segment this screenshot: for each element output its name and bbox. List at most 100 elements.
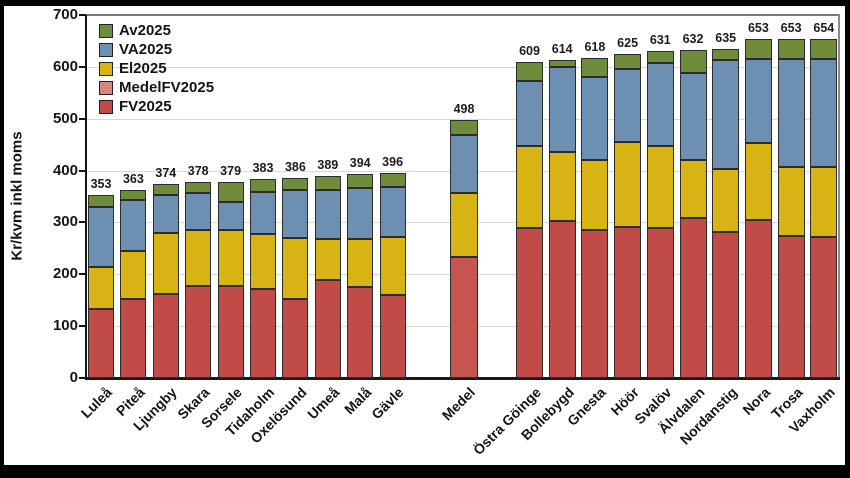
bar-segment-fv2025 <box>314 280 341 378</box>
bar-segment-el2025 <box>548 151 576 221</box>
x-tick-label: Gävle <box>368 384 407 423</box>
legend: Av2025 VA2025 El2025 MedelFV2025 FV2025 <box>99 21 214 116</box>
frame-border-top <box>0 0 850 6</box>
bar-umeå <box>314 176 341 378</box>
bar-segment-av2025 <box>450 119 478 135</box>
bar-segment-va2025 <box>581 77 609 161</box>
bar-segment-va2025 <box>217 201 244 231</box>
bar-segment-el2025 <box>646 146 674 229</box>
bar-segment-fv2025 <box>712 232 740 378</box>
bar-segment-medelfv2025 <box>450 257 478 378</box>
legend-label: Av2025 <box>119 22 171 39</box>
bar-segment-av2025 <box>282 177 309 191</box>
bar-sorsele <box>217 181 244 378</box>
x-axis-line <box>85 377 840 380</box>
bar-segment-fv2025 <box>152 294 179 378</box>
bar-segment-av2025 <box>185 182 212 194</box>
frame-border-left <box>0 0 4 478</box>
bar-segment-el2025 <box>679 160 707 219</box>
plot-border-top <box>86 14 840 16</box>
bar-segment-va2025 <box>810 59 838 167</box>
bar-segment-el2025 <box>347 238 374 287</box>
bar-segment-av2025 <box>250 179 276 192</box>
bar-segment-av2025 <box>712 48 740 61</box>
y-tick-label: 700 <box>52 6 78 23</box>
bar-segment-fv2025 <box>744 219 772 378</box>
bar-segment-av2025 <box>810 38 838 60</box>
bar-segment-av2025 <box>347 173 374 189</box>
bar-total-label: 632 <box>682 32 704 47</box>
bar-segment-va2025 <box>120 200 147 251</box>
bar-segment-av2025 <box>379 172 406 187</box>
bar-segment-va2025 <box>646 62 674 147</box>
bar-segment-va2025 <box>744 59 772 144</box>
bar-total-label: 378 <box>187 164 209 178</box>
bar-segment-el2025 <box>120 251 147 300</box>
bar-segment-va2025 <box>185 193 212 231</box>
bar-segment-va2025 <box>88 206 114 268</box>
bar-segment-va2025 <box>777 59 805 167</box>
bar-segment-fv2025 <box>516 227 543 378</box>
y-tick-mark <box>79 273 86 276</box>
bar-segment-el2025 <box>217 230 244 286</box>
bar-segment-fv2025 <box>548 220 576 378</box>
bar-segment-el2025 <box>614 141 642 228</box>
bar-total-label: 353 <box>90 176 112 191</box>
y-tick-mark <box>79 14 86 16</box>
bar-segment-fv2025 <box>581 230 609 378</box>
legend-swatch-icon <box>99 42 113 57</box>
legend-item-fv2025: FV2025 <box>99 97 214 116</box>
legend-item-av2025: Av2025 <box>99 21 214 40</box>
bar-segment-fv2025 <box>646 228 674 378</box>
bar-älvdalen <box>679 50 707 378</box>
bar-segment-av2025 <box>777 39 805 60</box>
bar-vaxholm <box>810 38 838 378</box>
legend-item-el2025: El2025 <box>99 59 214 78</box>
legend-label: FV2025 <box>119 98 172 115</box>
bar-segment-fv2025 <box>777 236 805 378</box>
bar-segment-el2025 <box>379 236 406 295</box>
bar-trosa <box>777 39 805 378</box>
bar-nordanstig <box>712 48 740 378</box>
bar-medel <box>450 119 478 378</box>
bar-segment-av2025 <box>646 50 674 63</box>
bar-segment-fv2025 <box>217 285 244 378</box>
bar-segment-el2025 <box>88 267 114 309</box>
y-tick-mark <box>79 325 86 328</box>
gridline-600 <box>87 66 838 68</box>
bar-segment-fv2025 <box>185 285 212 378</box>
legend-label: VA2025 <box>119 41 173 58</box>
bar-total-label: 363 <box>122 171 144 186</box>
bar-piteå <box>120 189 147 378</box>
bar-segment-av2025 <box>314 176 341 191</box>
legend-swatch-icon <box>99 80 113 95</box>
bar-segment-av2025 <box>679 50 707 74</box>
y-tick-label: 500 <box>52 109 78 127</box>
bar-höör <box>614 53 642 378</box>
bar-total-label: 653 <box>780 21 802 36</box>
bar-total-label: 379 <box>220 163 242 178</box>
bar-segment-av2025 <box>152 184 179 195</box>
bar-segment-av2025 <box>120 189 147 201</box>
legend-swatch-icon <box>99 61 113 76</box>
y-tick-mark <box>79 221 86 224</box>
bar-gnesta <box>581 57 609 378</box>
bar-nora <box>744 39 772 378</box>
bar-segment-va2025 <box>314 190 341 239</box>
bar-segment-va2025 <box>614 69 642 142</box>
bar-malå <box>347 173 374 378</box>
bar-segment-fv2025 <box>282 298 309 378</box>
bar-gävle <box>379 172 406 378</box>
bar-segment-va2025 <box>679 73 707 161</box>
bar-östra-göinge <box>516 62 543 378</box>
x-tick-label: Luleå <box>78 384 116 422</box>
bar-segment-el2025 <box>185 230 212 286</box>
bar-segment-fv2025 <box>810 236 838 378</box>
bar-segment-el2025 <box>450 192 478 258</box>
y-tick-mark <box>79 65 86 68</box>
bar-segment-el2025 <box>581 160 609 231</box>
y-axis-title: Kr/kvm inkl moms <box>8 131 26 261</box>
legend-swatch-icon <box>99 99 113 114</box>
bar-segment-av2025 <box>88 194 114 207</box>
